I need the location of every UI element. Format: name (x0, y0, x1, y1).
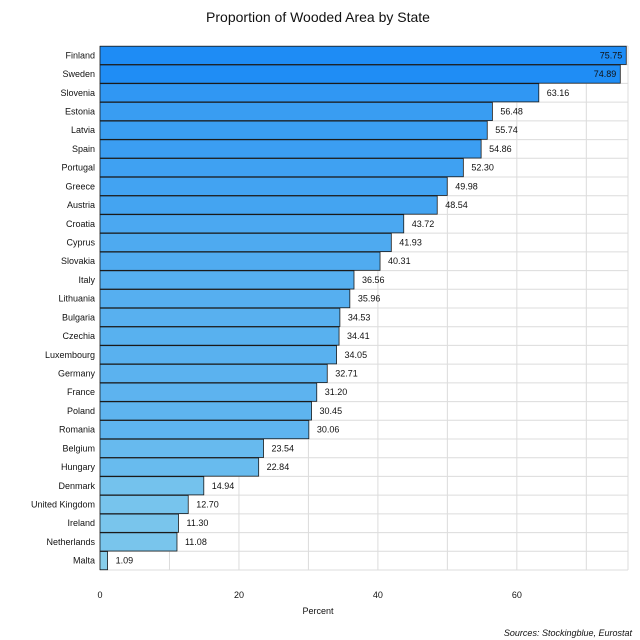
value-label: 14.94 (212, 481, 235, 491)
category-label: Cyprus (66, 238, 95, 248)
category-label: Sweden (62, 69, 95, 79)
category-label: Greece (65, 181, 95, 191)
value-label: 34.53 (348, 312, 371, 322)
value-label: 11.08 (185, 537, 207, 547)
bar-croatia (99, 214, 405, 234)
category-label: France (67, 387, 95, 397)
bar-italy (99, 270, 355, 290)
value-label: 30.06 (317, 425, 340, 435)
value-label: 43.72 (412, 219, 435, 229)
value-label: 41.93 (399, 238, 422, 248)
category-label: Ireland (67, 518, 95, 528)
value-label: 52.30 (471, 163, 494, 173)
chart-title: Proportion of Wooded Area by State (206, 9, 430, 25)
bar-lithuania (99, 289, 351, 309)
value-label: 35.96 (358, 294, 381, 304)
category-label: United Kingdom (31, 500, 95, 510)
value-label: 49.98 (455, 181, 478, 191)
category-label: Latvia (71, 125, 95, 135)
source-note: Sources: Stockingblue, Eurostat (504, 628, 633, 638)
category-label: Austria (67, 200, 95, 210)
bar-layer (99, 45, 627, 571)
value-label: 34.05 (345, 350, 368, 360)
bar-latvia (99, 120, 488, 140)
value-label: 55.74 (495, 125, 518, 135)
category-label: Poland (67, 406, 95, 416)
value-label: 48.54 (445, 200, 468, 210)
bar-poland (99, 401, 312, 421)
category-label: Belgium (62, 443, 95, 453)
value-label: 32.71 (335, 369, 358, 379)
value-label: 23.54 (272, 443, 295, 453)
value-label-layer: 75.75 74.89 63.16 56.48 55.74 54.86 52.30 49.98… (116, 50, 623, 565)
category-label: Hungary (61, 462, 96, 472)
bar-netherlands (99, 532, 178, 552)
bar-belgium (99, 438, 264, 458)
bar-austria (99, 195, 438, 215)
category-label-layer: Finland Sweden Slovenia Estonia Latvia Spain P… (31, 50, 96, 565)
x-tick-layer: 0 20 40 60 (97, 590, 521, 600)
value-label: 34.41 (347, 331, 370, 341)
bar-malta (99, 551, 108, 571)
x-tick-label-40: 40 (373, 590, 383, 600)
category-label: Portugal (61, 163, 95, 173)
bar-luxembourg (99, 345, 337, 365)
bar-slovenia (99, 83, 540, 103)
value-label: 36.56 (362, 275, 385, 285)
bar-france (99, 382, 318, 402)
value-label: 54.86 (489, 144, 512, 154)
bar-czechia (99, 326, 340, 346)
bar-united-kingdom (99, 494, 189, 515)
value-label: 30.45 (320, 406, 343, 416)
category-label: Estonia (65, 107, 95, 117)
x-axis-label: Percent (302, 606, 334, 616)
bar-portugal (99, 158, 464, 178)
category-label: Finland (65, 50, 95, 60)
category-label: Lithuania (58, 294, 95, 304)
value-label: 40.31 (388, 256, 411, 266)
bar-romania (99, 420, 310, 440)
value-label: 56.48 (500, 107, 523, 117)
bar-finland (99, 45, 627, 65)
category-label: Netherlands (46, 537, 95, 547)
bar-hungary (99, 457, 260, 477)
category-label: Romania (59, 425, 95, 435)
x-tick-label-20: 20 (234, 590, 244, 600)
bar-ireland (99, 513, 179, 533)
value-label: 22.84 (267, 462, 290, 472)
category-label: Slovakia (61, 256, 95, 266)
value-label: 12.70 (196, 500, 219, 510)
bar-bulgaria (99, 307, 341, 327)
bar-sweden (99, 64, 621, 84)
bar-estonia (99, 101, 493, 122)
value-label: 75.75 (600, 50, 623, 60)
category-label: Luxembourg (45, 350, 95, 360)
value-label: 74.89 (594, 69, 617, 79)
bar-slovakia (99, 251, 381, 271)
value-label: 63.16 (547, 88, 570, 98)
value-label: 1.09 (116, 556, 134, 566)
category-label: Slovenia (60, 88, 95, 98)
category-label: Croatia (66, 219, 95, 229)
category-label: Italy (78, 275, 95, 285)
category-label: Bulgaria (62, 312, 95, 322)
bar-spain (99, 139, 482, 159)
category-label: Malta (73, 556, 95, 566)
category-label: Germany (58, 369, 96, 379)
x-tick-label-0: 0 (97, 590, 102, 600)
value-label: 31.20 (325, 387, 348, 397)
bar-denmark (99, 476, 205, 496)
category-label: Spain (72, 144, 95, 154)
bar-germany (99, 363, 328, 384)
category-label: Denmark (58, 481, 95, 491)
category-label: Czechia (62, 331, 95, 341)
value-label: 11.30 (187, 518, 209, 528)
bar-greece (99, 176, 448, 196)
bar-cyprus (99, 232, 392, 253)
x-tick-label-60: 60 (512, 590, 522, 600)
